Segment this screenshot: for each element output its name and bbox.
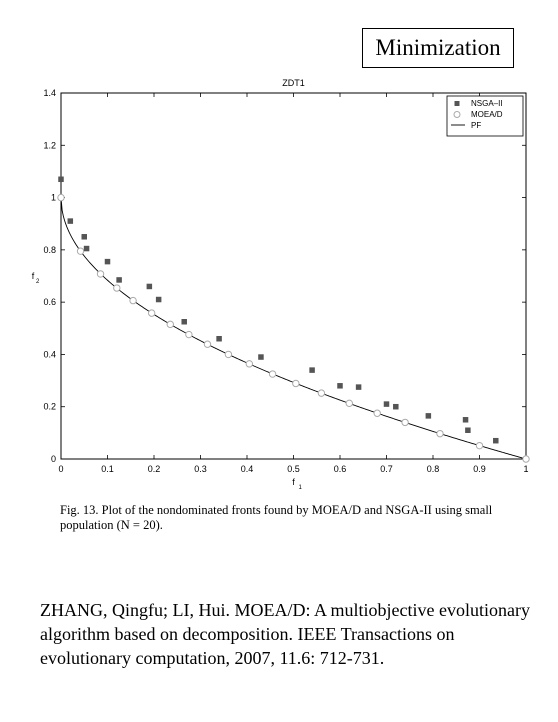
zdt1-scatter-chart: ZDT1 0 0.1 0.2 0.3 0.4 0.5 0.6 0.7 0.8 0.9 1 0 0.2 0.4… <box>32 78 530 491</box>
nsga2-point <box>309 367 315 373</box>
moead-point <box>317 389 326 397</box>
x-tick-label: 0.5 <box>287 464 300 474</box>
nsga2-point <box>116 277 122 283</box>
nsga2-point <box>67 218 74 224</box>
y-tick-label: 1 <box>51 193 56 203</box>
moead-point <box>57 193 65 202</box>
chart-title: ZDT1 <box>282 78 305 88</box>
x-tick-label: 0.3 <box>194 464 207 474</box>
pf-curve <box>60 197 527 460</box>
nsga2-point <box>181 319 187 325</box>
nsga2-point <box>355 384 362 390</box>
legend-moead-label: MOEA/D <box>471 110 503 119</box>
legend-moead-marker <box>453 111 461 118</box>
x-tick-label: 0.9 <box>473 464 486 474</box>
nsga2-point <box>393 403 399 410</box>
x-tick-label: 0.4 <box>241 464 254 474</box>
y-tick-label: 0.2 <box>43 402 56 412</box>
nsga2-point <box>383 401 390 407</box>
moead-point <box>76 247 85 255</box>
nsga2-point <box>81 234 87 240</box>
legend-nsga2-label: NSGA–II <box>471 99 503 108</box>
x-tick-label: 0.7 <box>380 464 393 474</box>
moead-point <box>373 409 381 417</box>
x-axis-label-subscript: 1 <box>299 485 303 491</box>
moead-point <box>203 340 212 348</box>
nsga2-point <box>155 296 162 303</box>
moead-point <box>401 418 409 427</box>
nsga2-point <box>425 413 432 419</box>
y-tick-label: 0.8 <box>43 245 56 255</box>
x-axis-label: f <box>292 477 295 487</box>
y-tick-label: 1.2 <box>43 140 56 150</box>
y-axis-label-subscript: 2 <box>36 279 40 285</box>
x-tick-label: 0 <box>58 464 63 474</box>
moead-point <box>436 429 444 438</box>
nsga2-point <box>462 417 469 423</box>
x-tick-label: 1 <box>523 464 528 474</box>
citation-text: ZHANG, Qingfu; LI, Hui. MOEA/D: A multio… <box>40 600 530 668</box>
plot-frame <box>60 92 527 460</box>
nsga2-point <box>465 427 471 433</box>
nsga2-point <box>83 245 90 252</box>
y-axis-label: f <box>32 271 35 281</box>
nsga2-point <box>216 335 222 342</box>
minimization-badge: Minimization <box>362 28 514 68</box>
moead-point <box>185 330 193 339</box>
nsga2-point <box>337 383 343 389</box>
y-tick-label: 0.6 <box>43 297 56 307</box>
moead-point <box>245 360 254 368</box>
legend-nsga2-marker <box>454 101 460 106</box>
y-tick-label: 1.4 <box>43 88 56 98</box>
moead-point <box>113 284 121 292</box>
moead-point <box>268 370 277 378</box>
figure-caption: Fig. 13. Plot of the nondominated fronts… <box>60 503 493 532</box>
moead-point <box>147 309 156 317</box>
moead-point <box>129 296 137 305</box>
moead-point <box>96 270 105 278</box>
moead-point <box>522 455 530 463</box>
x-tick-label: 0.6 <box>334 464 347 474</box>
moead-point <box>475 441 484 450</box>
moead-point <box>292 379 300 388</box>
moead-point <box>224 350 233 359</box>
x-tick-label: 0.1 <box>101 464 114 474</box>
x-tick-label: 0.8 <box>427 464 440 474</box>
y-tick-label: 0 <box>51 454 56 464</box>
x-tick-label: 0.2 <box>148 464 161 474</box>
moead-point <box>345 399 353 408</box>
moead-point <box>166 320 174 329</box>
y-tick-label: 0.4 <box>43 349 56 359</box>
nsga2-point <box>493 437 499 444</box>
nsga2-point <box>258 354 264 360</box>
nsga2-point <box>146 283 153 290</box>
nsga2-point <box>58 176 64 183</box>
nsga2-point <box>104 258 111 265</box>
legend-pf-label: PF <box>471 121 481 130</box>
